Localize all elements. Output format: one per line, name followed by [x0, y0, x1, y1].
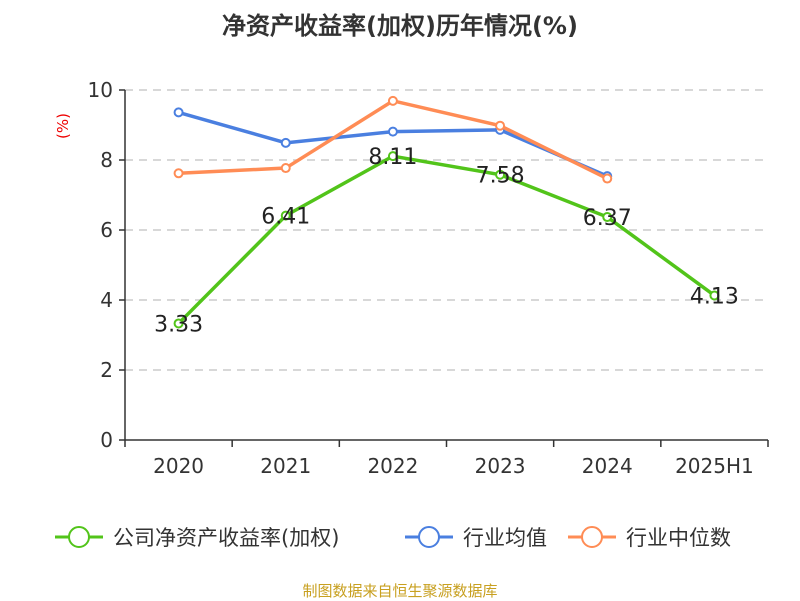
y-tick-label: 4 — [100, 288, 113, 312]
chart-title: 净资产收益率(加权)历年情况(%) — [222, 12, 578, 40]
source-footer: 制图数据来自恒生聚源数据库 — [302, 582, 498, 600]
y-tick-label: 6 — [100, 218, 113, 242]
data-point — [173, 318, 184, 329]
data-point — [280, 137, 291, 148]
x-tick-label: 2022 — [367, 454, 418, 478]
data-point — [495, 169, 506, 180]
legend-label: 公司净资产收益率(加权) — [113, 526, 339, 550]
data-label: 7.58 — [476, 164, 525, 189]
y-tick-label: 10 — [88, 78, 113, 102]
x-tick-label: 2023 — [475, 454, 526, 478]
x-tick-label: 2025H1 — [675, 454, 754, 478]
legend-marker — [68, 526, 90, 548]
y-tick-label: 8 — [100, 148, 113, 172]
series-line-0 — [177, 154, 716, 325]
data-point — [387, 151, 398, 162]
y-tick-label: 2 — [100, 358, 113, 382]
legend-label: 行业中位数 — [626, 526, 731, 550]
data-label: 4.13 — [690, 284, 739, 309]
y-tick-label: 0 — [100, 428, 113, 452]
data-label: 8.11 — [368, 145, 417, 170]
data-label: 6.37 — [583, 206, 632, 231]
legend-marker — [581, 526, 603, 548]
data-label: 6.41 — [261, 205, 310, 230]
data-label: 3.33 — [154, 312, 203, 337]
data-point — [602, 173, 613, 184]
data-point — [173, 168, 184, 179]
x-tick-label: 2021 — [260, 454, 311, 478]
data-point — [387, 95, 398, 106]
data-point — [602, 212, 613, 223]
data-point — [280, 210, 291, 221]
data-point — [387, 126, 398, 137]
data-point — [495, 120, 506, 131]
x-tick-label: 2024 — [582, 454, 633, 478]
data-point — [173, 107, 184, 118]
data-point — [709, 290, 720, 301]
legend-label: 行业均值 — [463, 526, 547, 550]
y-axis-label: (%) — [54, 113, 72, 139]
legend-marker — [418, 526, 440, 548]
data-point — [280, 163, 291, 174]
x-tick-label: 2020 — [153, 454, 204, 478]
